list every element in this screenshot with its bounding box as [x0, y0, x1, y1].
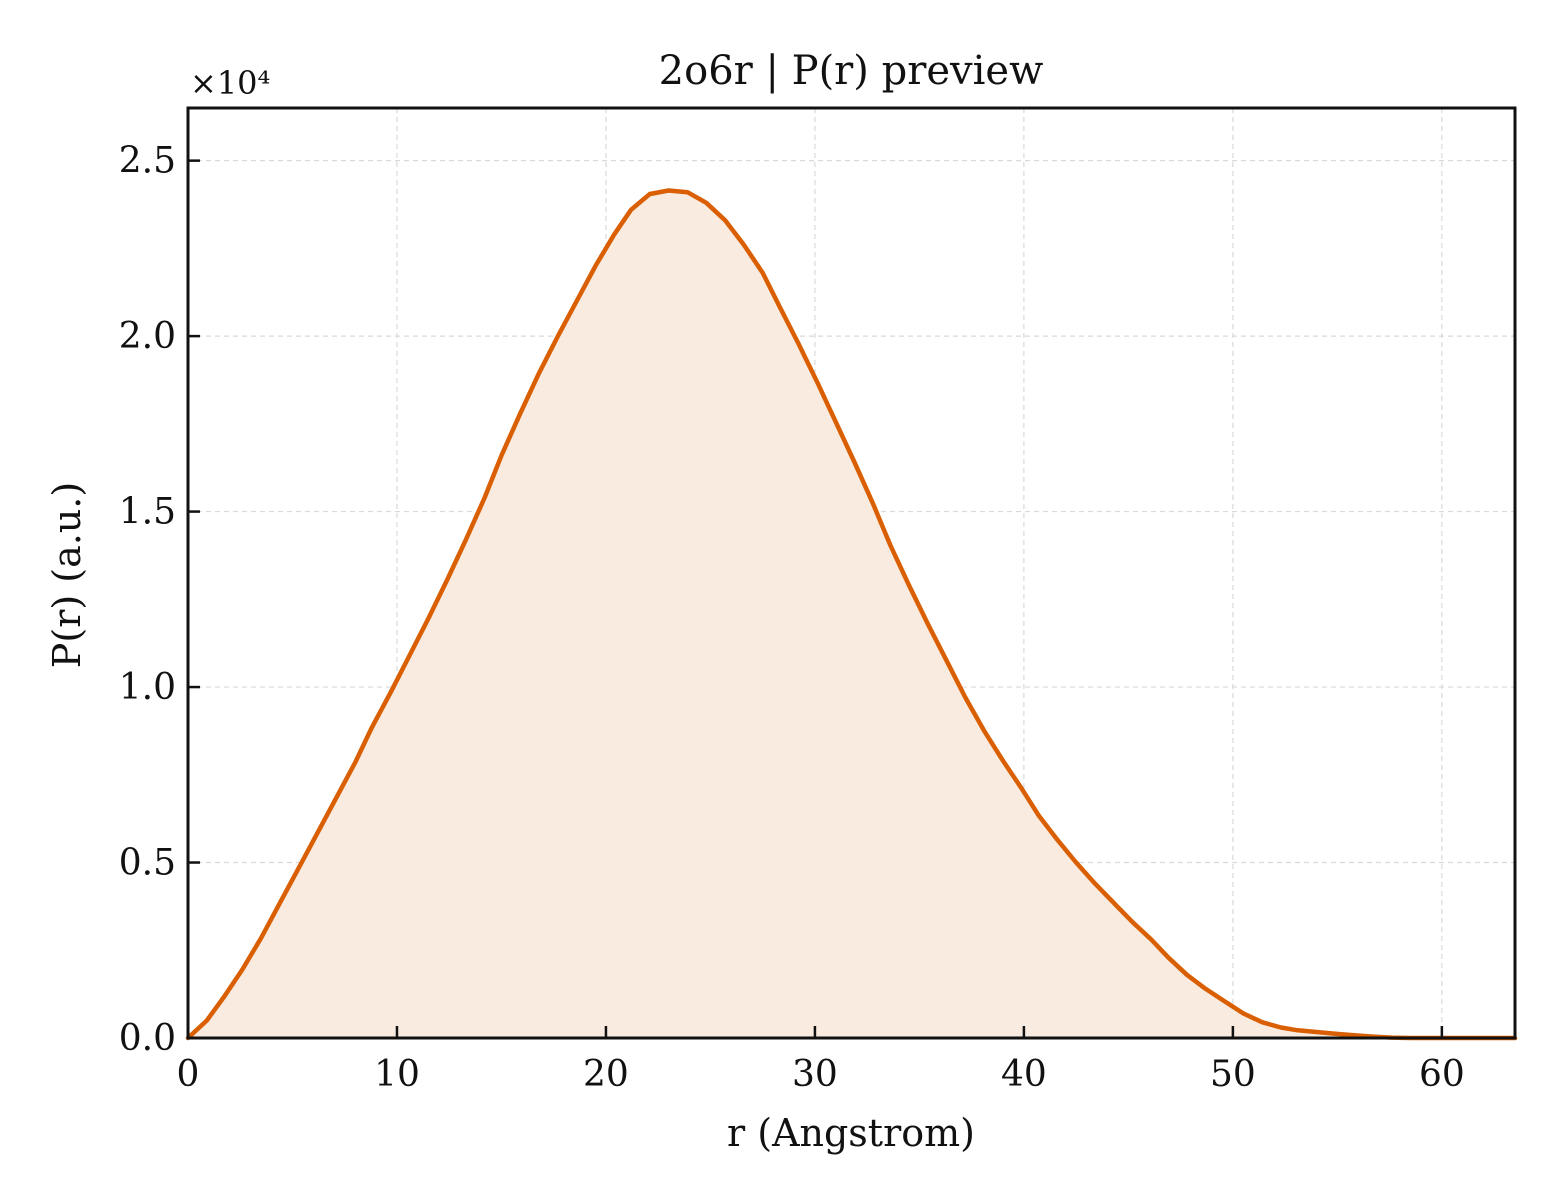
x-tick-label: 10: [374, 1054, 420, 1095]
y-tick-label: 2.5: [119, 141, 176, 182]
plot-frame: [186, 106, 1517, 1040]
y-tick-label: 2.0: [119, 316, 176, 357]
series-layer: [185, 188, 1518, 1041]
y-tick-label: 1.0: [119, 667, 176, 708]
x-tick-label: 30: [792, 1054, 838, 1095]
x-tick-label: 40: [1001, 1054, 1047, 1095]
axis-layer: 0 10 20 30 40 50 60 0.0 0.5 1.0 1.5 2.0 2.5: [119, 106, 1517, 1095]
y-tick-label: 0.0: [119, 1018, 176, 1059]
x-tick-label: 20: [583, 1054, 629, 1095]
x-axis-label: r (Angstrom): [727, 1111, 975, 1155]
x-tick-label: 50: [1210, 1054, 1256, 1095]
y-tick-label: 1.5: [119, 492, 176, 533]
series-area-fill: [188, 190, 1515, 1038]
x-tick-label: 0: [177, 1054, 200, 1095]
y-axis-label: P(r) (a.u.): [45, 482, 89, 668]
x-tick-label: 60: [1419, 1054, 1465, 1095]
y-offset-label: ×10⁴: [190, 64, 270, 102]
chart-title: 2o6r | P(r) preview: [659, 48, 1044, 94]
series-line: [185, 188, 1518, 1041]
y-tick-label: 0.5: [119, 843, 176, 884]
